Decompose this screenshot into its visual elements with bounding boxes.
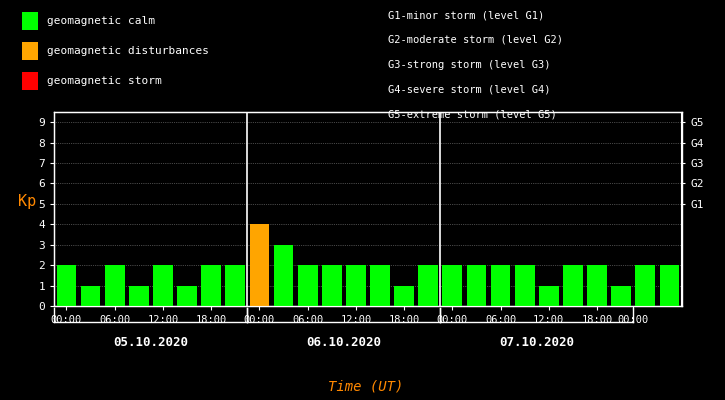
Bar	[515, 265, 534, 306]
Bar	[394, 286, 414, 306]
Text: G2-moderate storm (level G2): G2-moderate storm (level G2)	[388, 35, 563, 45]
Text: G4-severe storm (level G4): G4-severe storm (level G4)	[388, 84, 550, 94]
Bar	[635, 265, 655, 306]
Bar	[491, 265, 510, 306]
Y-axis label: Kp: Kp	[18, 194, 36, 209]
Bar	[57, 265, 76, 306]
Bar	[129, 286, 149, 306]
Text: geomagnetic calm: geomagnetic calm	[47, 16, 155, 26]
Bar	[467, 265, 486, 306]
Bar	[202, 265, 221, 306]
Bar	[249, 224, 269, 306]
Bar	[225, 265, 245, 306]
Text: geomagnetic disturbances: geomagnetic disturbances	[47, 46, 209, 56]
Text: G1-minor storm (level G1): G1-minor storm (level G1)	[388, 10, 544, 20]
Bar	[370, 265, 390, 306]
Bar	[346, 265, 366, 306]
Bar	[105, 265, 125, 306]
Bar	[322, 265, 341, 306]
Text: 05.10.2020: 05.10.2020	[113, 336, 188, 348]
Bar	[611, 286, 631, 306]
Bar	[587, 265, 607, 306]
Bar	[442, 265, 463, 306]
Bar	[177, 286, 197, 306]
Text: G5-extreme storm (level G5): G5-extreme storm (level G5)	[388, 109, 557, 119]
Text: geomagnetic storm: geomagnetic storm	[47, 76, 162, 86]
Bar	[298, 265, 318, 306]
Bar	[563, 265, 583, 306]
Text: 06.10.2020: 06.10.2020	[307, 336, 381, 348]
Bar	[660, 265, 679, 306]
Bar	[273, 245, 294, 306]
Bar	[80, 286, 101, 306]
Text: 07.10.2020: 07.10.2020	[500, 336, 574, 348]
Bar	[153, 265, 173, 306]
Bar	[418, 265, 438, 306]
Bar	[539, 286, 559, 306]
Text: Time (UT): Time (UT)	[328, 380, 404, 394]
Text: G3-strong storm (level G3): G3-strong storm (level G3)	[388, 60, 550, 70]
